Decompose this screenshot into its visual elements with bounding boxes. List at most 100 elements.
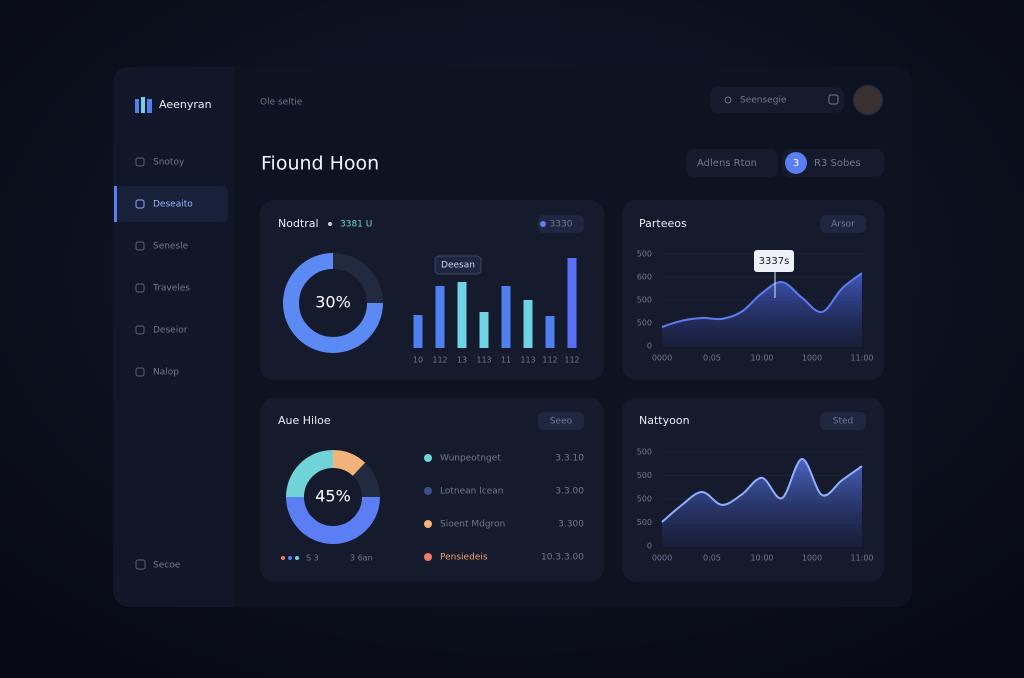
nav-icon: [135, 283, 145, 293]
donut-foot: S 3: [306, 554, 319, 563]
footer-icon: [135, 559, 146, 570]
search-box[interactable]: [710, 87, 844, 113]
line-series: [661, 458, 863, 523]
search-action[interactable]: [828, 94, 839, 105]
legend-name: Pensiedeis: [440, 553, 488, 563]
card-pill[interactable]: [820, 412, 866, 430]
x-tick-label: 10:00: [750, 554, 773, 563]
donut-segment: [286, 496, 380, 544]
legend-dot: [424, 487, 432, 495]
y-tick-label: 500: [637, 518, 652, 527]
tooltip: [434, 255, 482, 275]
bar: [479, 312, 489, 348]
search-icon: [724, 96, 732, 104]
nav-item[interactable]: Deseior: [153, 326, 188, 336]
x-tick-label: 0:05: [703, 554, 721, 563]
tooltip: [754, 250, 794, 272]
y-tick-label: 500: [637, 296, 652, 305]
card-title: Nodtral: [278, 217, 319, 230]
foot-dot: [288, 556, 292, 560]
bar: [545, 316, 555, 348]
legend-dot: [424, 553, 432, 561]
bar-label: 113: [476, 356, 491, 365]
bar-label: 112: [432, 356, 447, 365]
area-fill: [662, 459, 862, 546]
nav-item[interactable]: Nalop: [153, 368, 179, 378]
legend-dot: [424, 520, 432, 528]
x-tick-label: 11:00: [850, 554, 873, 563]
y-tick-label: 500: [637, 250, 652, 259]
search-text: Seensegie: [740, 96, 787, 106]
bar: [413, 315, 423, 348]
y-tick-label: 500: [637, 495, 652, 504]
bar-label: 112: [542, 356, 557, 365]
filter-dropdown[interactable]: [686, 149, 778, 177]
nav-item[interactable]: Traveles: [152, 284, 190, 294]
bar: [523, 300, 533, 348]
nav-icon: [135, 199, 145, 209]
pill-dot: [540, 221, 546, 227]
action-text: R3 Sobes: [814, 158, 861, 169]
badge: [785, 152, 807, 174]
line-series: [661, 272, 863, 328]
donut-label: 45%: [315, 487, 351, 506]
card-pill[interactable]: [538, 215, 584, 233]
nav-item[interactable]: Snotoy: [153, 158, 185, 168]
x-tick-label: 11:00: [850, 354, 873, 363]
nav-icon: [135, 325, 145, 335]
sidebar-footer[interactable]: Secoe: [153, 561, 181, 571]
legend-dot: [424, 454, 432, 462]
x-tick-label: 1000: [802, 354, 822, 363]
y-tick-label: 600: [637, 273, 652, 282]
card-title: Aue Hiloe: [278, 414, 331, 427]
y-tick-label: 0: [647, 542, 652, 551]
sidebar: [113, 67, 234, 607]
bar-label: 113: [520, 356, 535, 365]
bar: [457, 282, 467, 348]
action-button[interactable]: [782, 149, 884, 177]
card-pill[interactable]: [820, 215, 866, 233]
badge-text: 3: [793, 158, 799, 169]
nav-item[interactable]: Deseaito: [153, 200, 193, 210]
nav-icon: [135, 367, 145, 377]
bar: [435, 286, 445, 348]
x-tick-label: 0:05: [703, 354, 721, 363]
donut-segment: [286, 450, 334, 498]
area-fill: [662, 273, 862, 346]
tooltip-text: 3337s: [759, 256, 790, 267]
filter-text: Adlens Rton: [697, 158, 757, 169]
donut-label: 30%: [315, 293, 351, 312]
tooltip-text: Deesan: [441, 261, 475, 271]
card-tag: 3381 U: [340, 220, 372, 230]
legend-name: Wunpeotnget: [440, 454, 501, 464]
bar-label: 13: [457, 356, 467, 365]
logo: [135, 97, 152, 113]
donut-segment: [352, 462, 380, 498]
x-tick-label: 10:00: [750, 354, 773, 363]
x-tick-label: 1000: [802, 554, 822, 563]
legend-value: 3.3.00: [555, 487, 584, 497]
nav-icon: [135, 241, 145, 251]
y-tick-label: 500: [637, 319, 652, 328]
nav-item[interactable]: Senesle: [153, 242, 189, 252]
pill-text: 3330: [550, 220, 573, 230]
legend-value: 3.300: [558, 520, 584, 530]
y-tick-label: 0: [647, 342, 652, 351]
active-item: [116, 186, 228, 222]
card-pill[interactable]: [538, 412, 584, 430]
legend-name: Lotnean lcean: [440, 487, 503, 497]
bar: [501, 286, 511, 348]
bar-label: 11: [501, 356, 511, 365]
avatar[interactable]: [853, 85, 883, 115]
brand: Aeenyran: [159, 98, 212, 111]
bar-label: 112: [564, 356, 579, 365]
y-tick-label: 500: [637, 471, 652, 480]
x-tick-label: 0000: [652, 554, 672, 563]
pill-text: Seeo: [550, 417, 573, 427]
card-title: Nattyoon: [639, 414, 690, 427]
foot-dot: [295, 556, 299, 560]
bar-label: 10: [413, 356, 423, 365]
x-tick-label: 0000: [652, 354, 672, 363]
page-title: Fiound Hoon: [261, 153, 379, 175]
